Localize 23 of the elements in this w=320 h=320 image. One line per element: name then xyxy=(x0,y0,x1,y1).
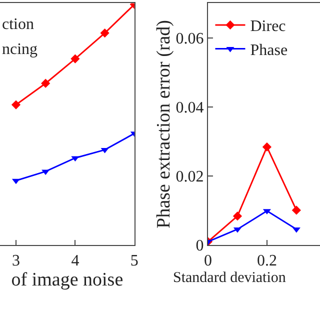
annotation: ncing xyxy=(2,41,38,58)
y-axis-title: Phase extraction error (rad) xyxy=(154,20,175,228)
legend-label: Direc xyxy=(250,18,286,36)
y-tick-label: 0.02 xyxy=(176,168,204,186)
y-tick-label: 0.06 xyxy=(176,30,204,48)
x-tick-label: 5 xyxy=(130,252,138,270)
x-axis-title: of image noise xyxy=(11,269,124,290)
point xyxy=(232,212,242,221)
legend-label: Phase xyxy=(250,42,288,59)
point xyxy=(41,78,50,88)
point xyxy=(292,206,301,215)
x-tick-label: 0.2 xyxy=(256,252,277,270)
point xyxy=(292,227,300,233)
point xyxy=(100,28,110,38)
x-tick-label: 4 xyxy=(71,252,80,270)
x-tick-label: 3 xyxy=(12,252,20,270)
annotation: ction xyxy=(2,16,34,33)
x-axis-title: Standard deviation xyxy=(173,270,286,286)
point xyxy=(70,54,80,64)
point xyxy=(11,100,21,110)
y-tick-label: 0.04 xyxy=(176,99,204,116)
y-tick-label: 0 xyxy=(196,238,204,255)
point xyxy=(262,142,272,152)
